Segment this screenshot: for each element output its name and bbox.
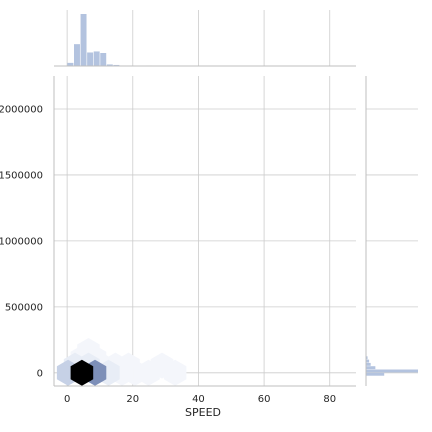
marginal-x-bar <box>73 44 80 66</box>
marginal-x-bar <box>113 64 120 66</box>
marginal-x-bar <box>106 64 113 66</box>
marginal-y-bar <box>366 366 376 370</box>
y-tick-label: 1500000 <box>0 170 43 181</box>
marginal-y-histogram <box>365 76 418 386</box>
y-tick-label: 500000 <box>5 302 43 313</box>
marginal-y-bar <box>366 356 368 360</box>
x-tick-label: 80 <box>323 394 336 405</box>
marginal-x-bar <box>67 62 74 66</box>
y-tick-label: 1000000 <box>0 236 43 247</box>
x-tick-label: 20 <box>126 394 139 405</box>
marginal-y-bar <box>366 372 385 376</box>
joint-hexbin-plot: 0 20 40 60 80 0 500000 1000000 1500000 2000000 <box>0 76 356 405</box>
marginal-y-bar <box>366 369 418 373</box>
marginal-y-bar <box>366 359 370 363</box>
x-axis-label: SPEED <box>185 406 221 419</box>
marginal-y-bar <box>366 362 371 366</box>
hexbin-cell <box>70 359 94 386</box>
marginal-x-bar <box>93 51 100 66</box>
y-tick-label: 0 <box>37 368 43 379</box>
x-tick-label: 60 <box>258 394 271 405</box>
x-tick-label: 40 <box>192 394 205 405</box>
marginal-x-bar <box>87 52 94 66</box>
marginal-x-bar <box>80 14 87 66</box>
y-tick-label: 2000000 <box>0 104 43 115</box>
marginal-x-histogram <box>54 10 356 67</box>
marginal-x-bar <box>100 53 107 66</box>
hexbin-cell <box>163 359 187 386</box>
x-tick-label: 0 <box>64 394 70 405</box>
